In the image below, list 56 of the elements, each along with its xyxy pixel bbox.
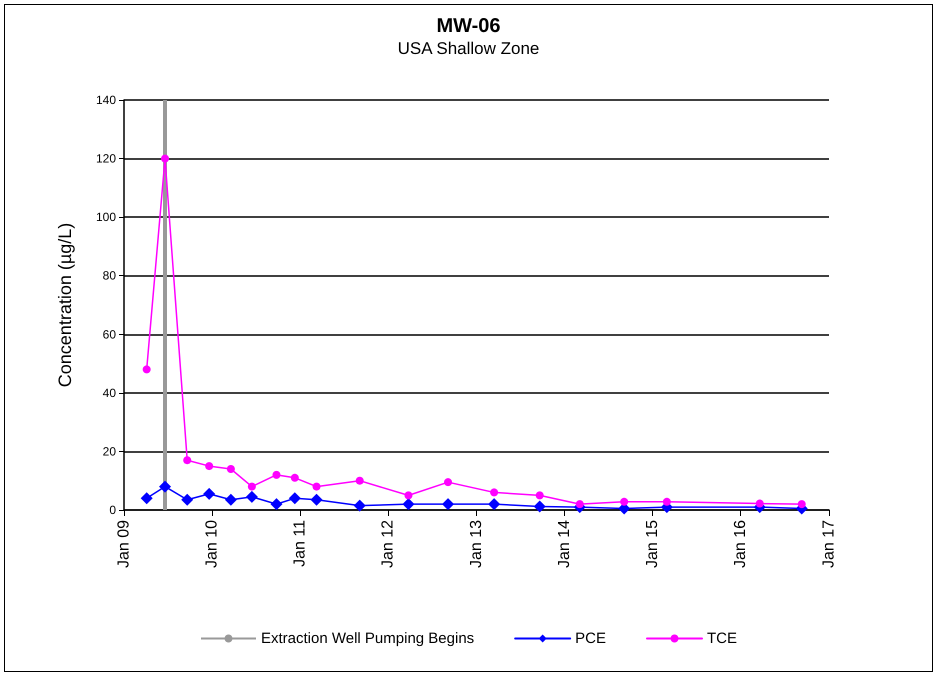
x-tick-label: Jan 14 [556,520,574,568]
point [536,491,544,500]
point [203,488,216,500]
point [444,478,452,486]
point [224,494,237,506]
point [534,500,546,512]
y-tick-label: 20 [102,444,116,458]
point [226,465,235,473]
point [310,494,323,506]
point [142,365,151,374]
x-tick-label: Jan 16 [732,520,750,568]
x-tick-label: Jan 13 [468,520,485,568]
point [756,500,764,508]
y-tick-label: 0 [109,503,116,517]
y-tick-label: 100 [96,210,116,224]
legend-label: TCE [707,630,737,647]
point [490,488,498,496]
point [620,498,628,506]
y-tick-label: 140 [96,93,116,107]
point [488,498,500,510]
point [272,470,280,479]
chart-title: MW-06 [436,15,501,37]
point [248,482,256,491]
point [798,500,806,508]
y-tick-label: 60 [102,327,116,342]
legend-label: PCE [575,630,606,647]
x-tick-label: Jan 15 [644,520,662,568]
chart-subtitle: USA Shallow Zone [398,39,540,58]
point [246,490,258,503]
legend-label: Extraction Well Pumping Begins [261,630,474,647]
x-tick-label: Jan 10 [204,520,221,568]
point [312,482,321,491]
point [356,476,364,485]
point [442,498,454,510]
y-tick-label: 120 [96,152,116,166]
point [576,500,584,508]
y-axis-title: Concentration (µg/L) [55,222,75,388]
point [290,474,299,482]
point [402,498,414,510]
point [140,492,153,504]
point [662,498,671,506]
point [161,154,170,163]
point [270,498,282,510]
point [354,500,366,512]
point [205,462,214,470]
x-tick-label: Jan 17 [820,520,838,568]
y-tick-label: 40 [102,386,116,400]
x-tick-label: Jan 12 [380,520,397,568]
point [181,494,194,506]
point [288,492,301,504]
point [159,480,172,493]
point [183,456,192,464]
x-tick-label: Jan 11 [292,520,309,567]
x-tick-label: Jan 09 [116,520,132,568]
point [404,491,412,500]
y-tick-label: 80 [102,268,116,283]
